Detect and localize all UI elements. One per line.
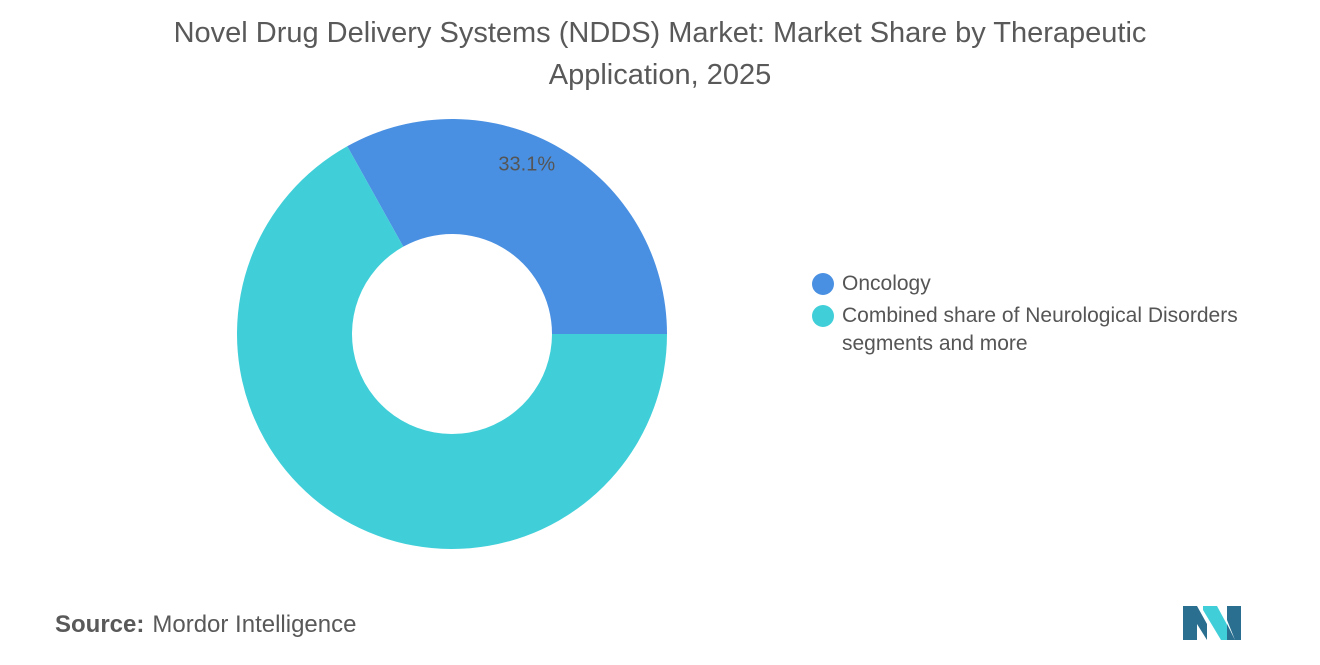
chart-legend: Oncology Combined share of Neurological D… (812, 270, 1302, 362)
donut-slice-1 (237, 146, 667, 549)
source-text: Mordor Intelligence (152, 611, 357, 638)
chart-title: Novel Drug Delivery Systems (NDDS) Marke… (173, 17, 1147, 91)
source-label: Source: (55, 611, 145, 638)
legend-swatch-icon (812, 305, 834, 327)
mordor-intelligence-logo-icon (1183, 606, 1241, 640)
legend-item-0: Oncology (812, 270, 1302, 298)
legend-swatch-icon (812, 273, 834, 295)
legend-label: Combined share of Neurological Disorders… (842, 304, 1238, 355)
donut-slices (237, 118, 667, 549)
donut-labels: 33.1% (498, 153, 555, 175)
source-line: Source: Mordor Intelligence (55, 611, 356, 639)
legend-label: Oncology (842, 272, 931, 295)
donut-slice-0 (347, 118, 667, 335)
legend-item-1: Combined share of Neurological Disorders… (812, 302, 1302, 358)
data-label-0: 33.1% (498, 153, 555, 175)
